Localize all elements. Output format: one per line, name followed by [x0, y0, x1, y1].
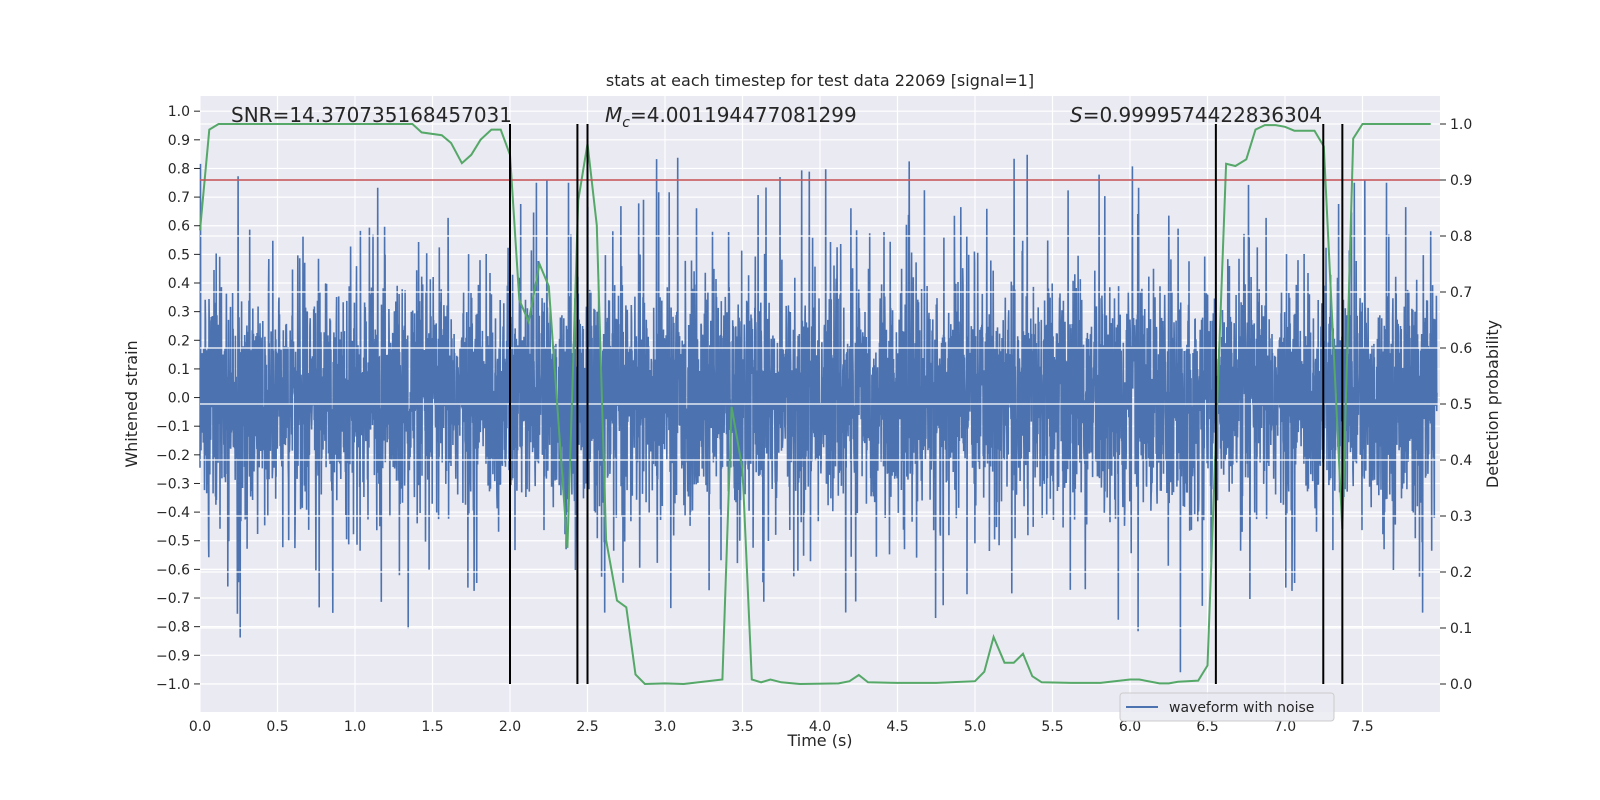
x-tick-label: 2.0	[499, 719, 521, 735]
y-tick-label: 1.0	[168, 104, 190, 120]
x-tick-label: 6.5	[1196, 719, 1218, 735]
y-tick-label: −0.9	[156, 648, 190, 664]
y-right-tick-label: 0.6	[1450, 341, 1472, 357]
x-tick-label: 5.5	[1041, 719, 1063, 735]
x-tick-label: 5.0	[964, 719, 986, 735]
legend-box	[1119, 692, 1335, 722]
y-tick-label: 0.7	[168, 190, 190, 206]
x-tick-label: 6.0	[1119, 719, 1141, 735]
y-tick-label: 0.3	[168, 305, 190, 321]
y-right-tick-label: 0.7	[1450, 285, 1472, 301]
x-tick-label: 1.0	[344, 719, 366, 735]
reference-lines	[200, 124, 1440, 684]
y-right-tick-label: 0.0	[1450, 677, 1472, 693]
y-tick-label: −0.2	[156, 448, 190, 464]
annotation-s-value: =0.9999574422836304	[1083, 103, 1322, 127]
y-axis-right-label: Detection probability	[1483, 320, 1502, 488]
annotation-snr-label: SNR	[231, 103, 273, 127]
x-tick-label: 4.5	[886, 719, 908, 735]
x-tick-label: 0.0	[189, 719, 211, 735]
x-tick-label: 4.0	[809, 719, 831, 735]
x-axis-label: Time (s)	[786, 731, 852, 750]
legend: waveform with noise	[1119, 692, 1335, 722]
y-right-tick-label: 0.3	[1450, 509, 1472, 525]
y-right-tick-label: 1.0	[1450, 117, 1472, 133]
annotation-mc-sub: c	[622, 115, 630, 131]
y-tick-label: −0.3	[156, 476, 190, 492]
y-axis-label: Whitened strain	[122, 340, 141, 467]
annotation-snr: SNR=14.370735168457031	[231, 103, 512, 127]
annotation-mc-label: M	[605, 103, 622, 127]
y-tick-label: −0.1	[156, 419, 190, 435]
waveform-line	[199, 154, 1438, 673]
y-tick-label: −1.0	[156, 677, 190, 693]
y-right-tick-label: 0.5	[1450, 397, 1472, 413]
y-right-tick-label: 0.8	[1450, 229, 1472, 245]
x-tick-label: 7.0	[1274, 719, 1296, 735]
legend-label-waveform: waveform with noise	[1169, 700, 1314, 716]
y-tick-label: 0.1	[168, 362, 190, 378]
y-right-tick-label: 0.9	[1450, 173, 1472, 189]
x-tick-label: 0.5	[266, 719, 288, 735]
y-right-tick-label: 0.4	[1450, 453, 1472, 469]
y-tick-label: 0.9	[168, 133, 190, 149]
annotation-snr-value: =14.370735168457031	[273, 103, 512, 127]
y-tick-label: 0.4	[168, 276, 190, 292]
y-tick-label: 0.2	[168, 333, 190, 349]
chart-title: stats at each timestep for test data 220…	[606, 71, 1034, 90]
y-tick-label: 0.5	[168, 247, 190, 263]
annotation-chirp-mass: Mc=4.001194477081299	[605, 103, 857, 131]
annotation-mc-value: =4.001194477081299	[630, 103, 857, 127]
y-tick-label: −0.4	[156, 505, 190, 521]
x-tick-label: 2.5	[576, 719, 598, 735]
y-right-tick-label: 0.2	[1450, 565, 1472, 581]
waveform-series	[199, 154, 1438, 673]
x-tick-label: 1.5	[421, 719, 443, 735]
y-tick-label: −0.6	[156, 562, 190, 578]
y-tick-label: −0.8	[156, 620, 190, 636]
x-tick-label: 3.5	[731, 719, 753, 735]
y-tick-label: 0.8	[168, 161, 190, 177]
annotation-s-label: S	[1070, 103, 1083, 127]
y-tick-label: 0.0	[168, 391, 190, 407]
y-tick-label: −0.5	[156, 534, 190, 550]
y-tick-label: 0.6	[168, 219, 190, 235]
annotation-s: S=0.9999574422836304	[1070, 103, 1322, 127]
x-tick-label: 3.0	[654, 719, 676, 735]
tick-labels: 0.0 0.5 1.0 1.5 2.0 2.5 3.0 3.5 4.0 4.5 5.0 5.5 6.0 6…	[156, 104, 1472, 735]
y-right-tick-label: 0.1	[1450, 621, 1472, 637]
x-tick-label: 7.5	[1351, 719, 1373, 735]
y-tick-label: −0.7	[156, 591, 190, 607]
